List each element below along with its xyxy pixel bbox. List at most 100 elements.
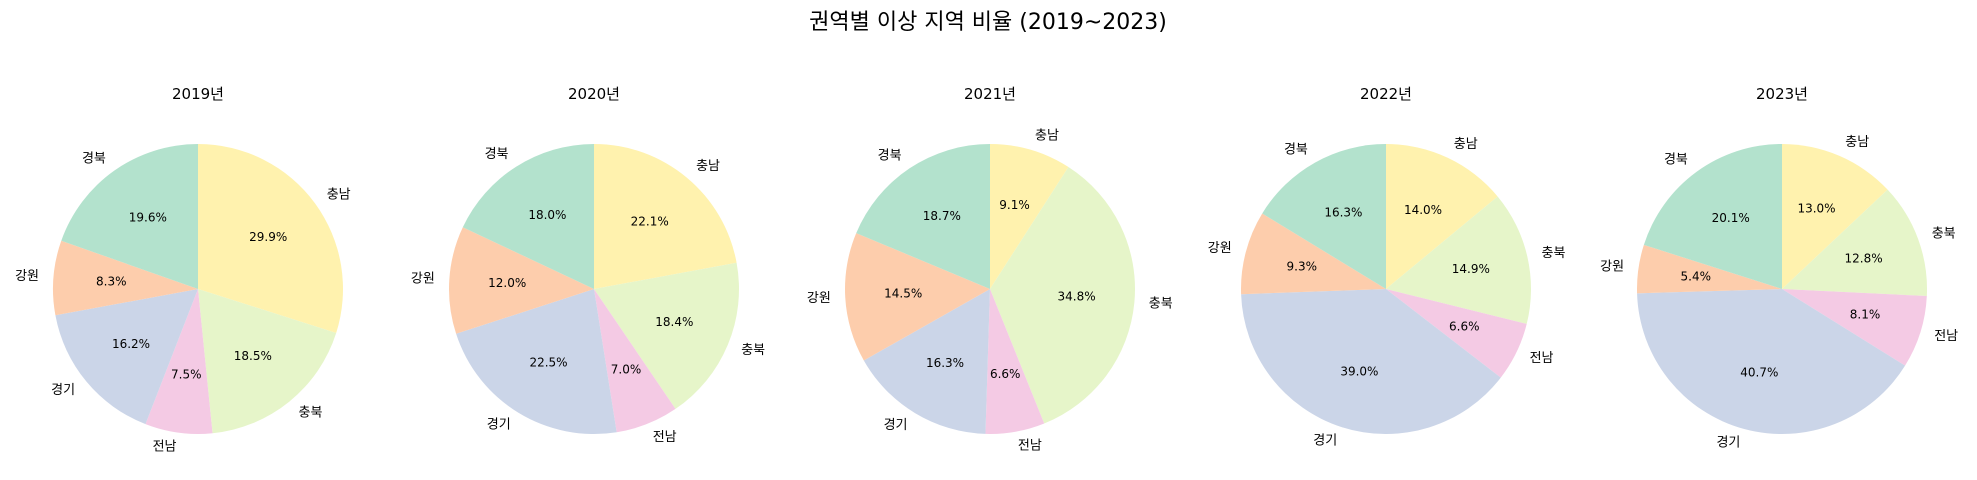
pie-slice (1636, 244, 1782, 294)
pie-title: 2023년 (1756, 85, 1808, 103)
pie-slice (1386, 196, 1531, 324)
slice-percent: 7.0% (611, 362, 642, 376)
slice-percent: 22.1% (631, 215, 669, 229)
slice-label: 경북 (1284, 142, 1308, 157)
slice-percent: 18.5% (234, 349, 272, 363)
pie-slice (1782, 189, 1928, 297)
pie-slice (990, 167, 1136, 424)
slice-label: 경기 (51, 383, 75, 398)
slice-label: 경북 (485, 147, 509, 162)
slice-label: 강원 (1208, 241, 1232, 256)
slice-percent: 12.8% (1845, 251, 1883, 265)
pie-slice (1782, 144, 1888, 289)
pie-slice (55, 289, 199, 425)
slice-percent: 14.0% (1404, 203, 1442, 217)
pie-slice (462, 144, 594, 289)
slice-percent: 9.1% (999, 198, 1030, 212)
pie-slice (1240, 213, 1386, 295)
slice-label: 전남 (1018, 439, 1042, 454)
pie-slice (594, 144, 737, 289)
pie-title: 2019년 (172, 85, 224, 103)
slice-percent: 9.3% (1287, 260, 1318, 274)
slice-label: 충북 (299, 405, 323, 420)
pie-slice (1262, 144, 1386, 289)
pie-slice (844, 233, 990, 361)
slice-label: 충북 (741, 343, 765, 358)
slice-label: 충북 (1149, 297, 1173, 312)
slice-label: 충남 (696, 159, 720, 174)
pie-slice (1241, 289, 1501, 435)
pie-slice (1386, 144, 1498, 289)
slice-percent: 13.0% (1797, 202, 1835, 216)
pie-slice (594, 289, 676, 433)
slice-label: 충남 (1454, 137, 1478, 152)
slice-label: 경북 (82, 151, 106, 166)
slice-label: 충남 (327, 187, 351, 202)
pie-slice (863, 289, 990, 434)
pie-slice (990, 144, 1069, 289)
slice-label: 충북 (1542, 246, 1566, 261)
slice-percent: 14.5% (884, 287, 922, 301)
pie-slice (1386, 289, 1527, 378)
slice-label: 전남 (153, 440, 177, 455)
slice-percent: 18.4% (655, 315, 693, 329)
slice-label: 경북 (1664, 153, 1688, 168)
slice-label: 강원 (1600, 259, 1624, 274)
pie-slice (1637, 289, 1906, 435)
slice-label: 경기 (1313, 433, 1337, 448)
slice-label: 경북 (878, 149, 902, 164)
slice-label: 경기 (1716, 436, 1740, 451)
slice-percent: 22.5% (529, 356, 567, 370)
pie-slice (456, 289, 617, 434)
slice-label: 강원 (807, 291, 831, 306)
pie-slice (1643, 144, 1782, 289)
slice-percent: 29.9% (249, 230, 287, 244)
slice-percent: 39.0% (1340, 364, 1378, 378)
slice-percent: 14.9% (1452, 262, 1490, 276)
pie-slice (594, 262, 739, 409)
slice-percent: 19.6% (129, 211, 167, 225)
slice-percent: 20.1% (1712, 211, 1750, 225)
slice-percent: 16.3% (926, 356, 964, 370)
slice-label: 강원 (15, 269, 39, 284)
pie-slice (61, 144, 198, 289)
slice-label: 충남 (1035, 129, 1059, 144)
pie-slice (198, 144, 343, 333)
slice-percent: 16.3% (1324, 206, 1362, 220)
slice-label: 경기 (884, 418, 908, 433)
pie-title: 2022년 (1360, 85, 1412, 103)
slice-percent: 8.3% (96, 275, 127, 289)
slice-percent: 7.5% (171, 368, 202, 382)
pie-title: 2021년 (964, 85, 1016, 103)
slice-percent: 18.7% (923, 209, 961, 223)
pie-slice (985, 289, 1045, 435)
slice-label: 전남 (653, 430, 677, 445)
pie-slice (856, 144, 990, 289)
slice-percent: 5.4% (1681, 269, 1712, 283)
slice-label: 경기 (487, 418, 511, 433)
pie-slice (145, 289, 213, 435)
slice-percent: 18.0% (528, 208, 566, 222)
pie-slice (53, 240, 198, 316)
slice-percent: 16.2% (112, 337, 150, 351)
slice-label: 강원 (411, 272, 435, 287)
slice-percent: 8.1% (1850, 307, 1881, 321)
slice-percent: 6.6% (1449, 319, 1480, 333)
slice-label: 전남 (1934, 329, 1958, 344)
slice-percent: 12.0% (488, 276, 526, 290)
slice-percent: 34.8% (1058, 290, 1096, 304)
pie-slice (1782, 289, 1927, 366)
slice-label: 충북 (1932, 226, 1956, 241)
slice-label: 충남 (1845, 135, 1869, 150)
slice-percent: 40.7% (1740, 366, 1778, 380)
pie-title: 2020년 (568, 85, 620, 103)
pie-slice (198, 289, 337, 434)
slice-percent: 6.6% (990, 367, 1021, 381)
slice-label: 전남 (1530, 351, 1554, 366)
pie-slice (449, 227, 594, 334)
